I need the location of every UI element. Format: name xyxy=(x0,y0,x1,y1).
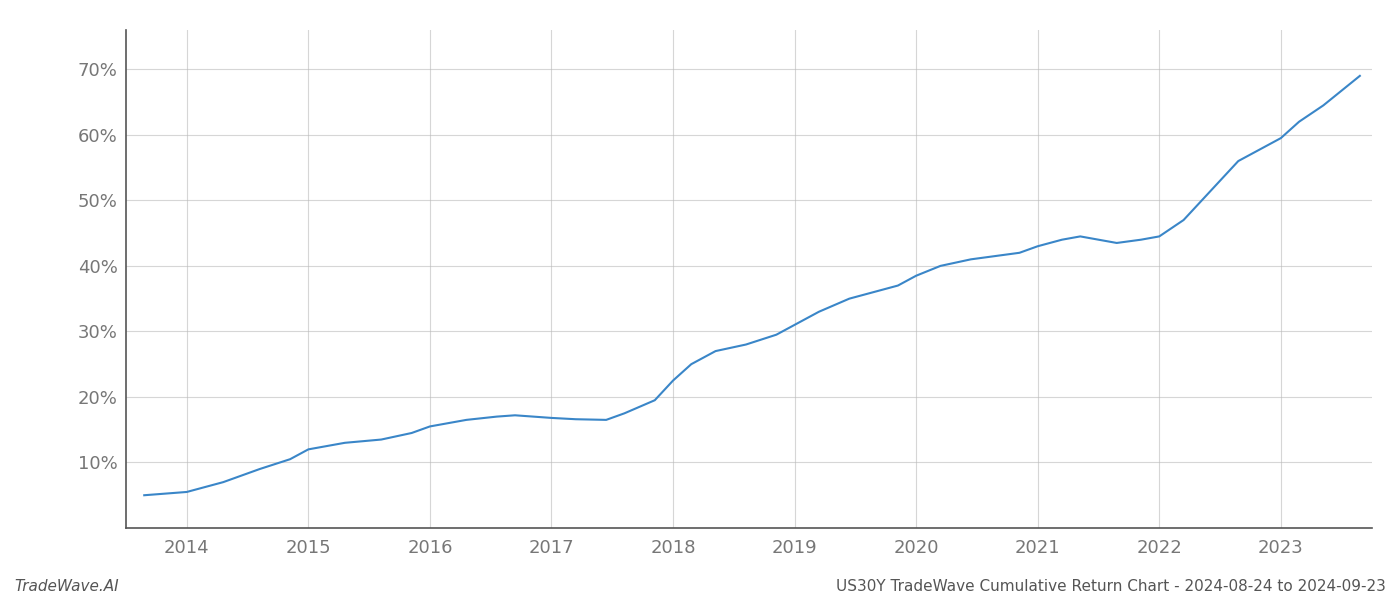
Text: TradeWave.AI: TradeWave.AI xyxy=(14,579,119,594)
Text: US30Y TradeWave Cumulative Return Chart - 2024-08-24 to 2024-09-23: US30Y TradeWave Cumulative Return Chart … xyxy=(836,579,1386,594)
